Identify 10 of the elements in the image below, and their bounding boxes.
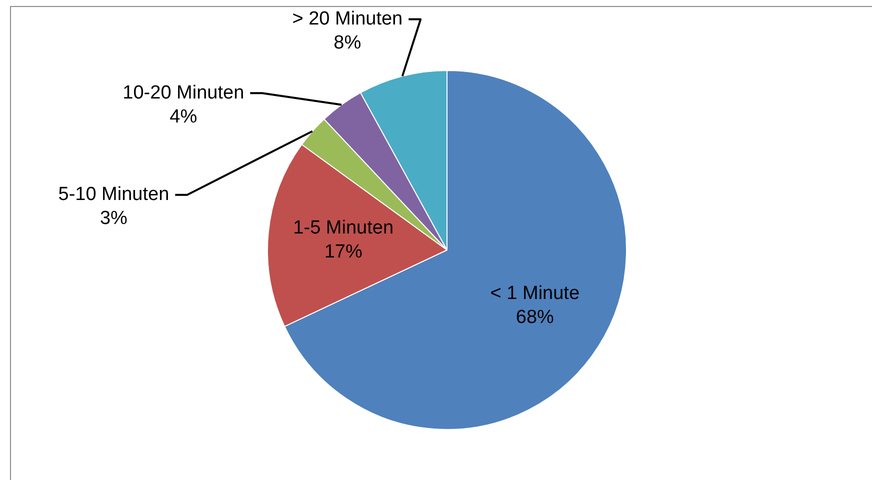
slice-label: < 1 Minute xyxy=(490,283,580,304)
data-label: 8% xyxy=(334,32,362,54)
data-label: 3% xyxy=(100,208,128,230)
slice-label: > 20 Minuten xyxy=(292,8,403,30)
data-label: 68% xyxy=(516,307,554,328)
slice-label: 10-20 Minuten xyxy=(122,82,244,104)
slice-label: 5-10 Minuten xyxy=(58,184,170,206)
slice-label: 1-5 Minuten xyxy=(293,217,394,238)
data-label: 4% xyxy=(170,106,198,128)
data-label: 17% xyxy=(324,241,362,262)
